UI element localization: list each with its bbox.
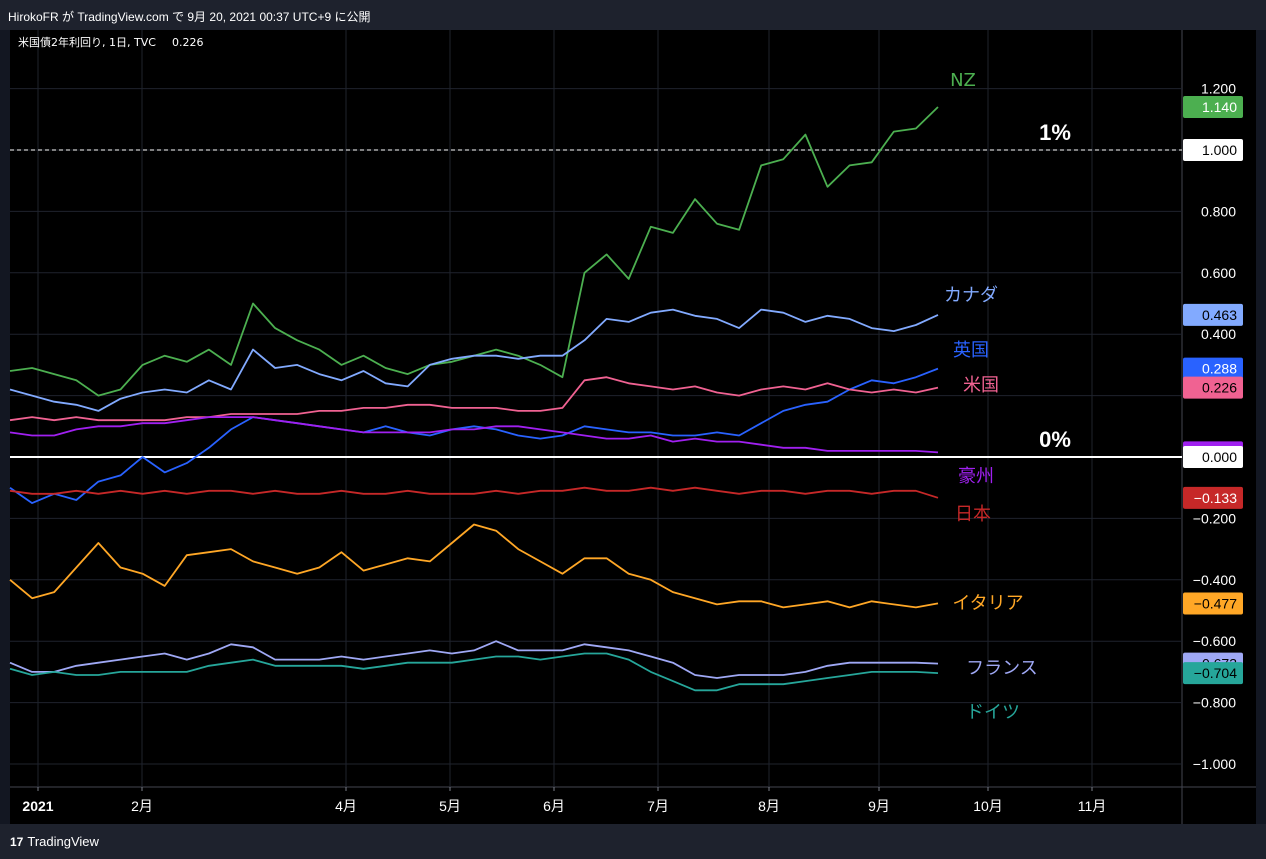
x-tick-label: 7月 bbox=[647, 798, 669, 814]
price-badge-label: 0.000 bbox=[1202, 449, 1237, 465]
series-label: 日本 bbox=[955, 504, 991, 525]
plot-area bbox=[10, 30, 1256, 824]
price-badge bbox=[1183, 486, 1243, 509]
chart-legend: 米国債2年利回り, 1日, TVC 0.226 bbox=[18, 35, 204, 49]
series-label: ドイツ bbox=[966, 702, 1020, 723]
footer-bar: 17 TradingView bbox=[0, 824, 1266, 859]
x-tick-label: 10月 bbox=[973, 798, 1003, 814]
x-tick-label: 2月 bbox=[131, 798, 153, 814]
price-badge-label: −0.133 bbox=[1194, 490, 1237, 506]
series-line bbox=[9, 376, 939, 422]
y-tick-label: −0.200 bbox=[1193, 510, 1236, 526]
series-label: イタリア bbox=[952, 593, 1023, 614]
price-badge bbox=[1183, 376, 1243, 399]
price-badge bbox=[1183, 357, 1243, 380]
y-tick-label: −0.800 bbox=[1193, 695, 1236, 711]
price-badges: 1.1400.4630.2880.2260.015−0.133−0.477−0.… bbox=[1183, 96, 1243, 685]
logo-text: TradingView bbox=[27, 834, 99, 849]
price-badge bbox=[1183, 96, 1243, 119]
reference-lines: 1% 0% bbox=[10, 120, 1182, 458]
series-line bbox=[9, 367, 939, 505]
series-line bbox=[9, 486, 939, 499]
price-badge bbox=[1183, 446, 1243, 468]
y-tick-label: −1.000 bbox=[1193, 756, 1236, 772]
y-tick-label: −0.400 bbox=[1193, 572, 1236, 588]
price-badge-label: 0.288 bbox=[1202, 361, 1237, 377]
series-line bbox=[9, 308, 939, 412]
y-tick-label: 0.400 bbox=[1201, 326, 1236, 342]
series-label: 米国 bbox=[963, 375, 999, 396]
tv-logo-icon: 17 bbox=[10, 835, 24, 849]
reference-label: 1% bbox=[1039, 120, 1071, 145]
y-axis: 1.200 0.800 0.600 0.400 −0.200 −0.400 −0.600 −0… bbox=[1193, 81, 1236, 772]
price-badge-label: −0.477 bbox=[1194, 595, 1237, 611]
series-line bbox=[9, 523, 939, 609]
x-tick-label: 4月 bbox=[335, 798, 357, 814]
y-tick-label: −0.600 bbox=[1193, 633, 1236, 649]
series-label: NZ bbox=[950, 70, 976, 91]
price-badge bbox=[1183, 662, 1243, 685]
series-label: フランス bbox=[966, 658, 1038, 679]
price-badge-label: −0.704 bbox=[1194, 665, 1237, 681]
y-tick-label: 0.600 bbox=[1201, 265, 1236, 281]
x-axis: 2021 2月 4月 5月 6月 7月 8月 9月 10月 11月 bbox=[22, 787, 1106, 814]
y-tick-label: 0.800 bbox=[1201, 203, 1236, 219]
series-lines bbox=[9, 106, 939, 692]
legend-symbol: 米国債2年利回り, 1日, TVC bbox=[18, 35, 156, 49]
publish-header: HirokoFR が TradingView.com で 9月 20, 2021… bbox=[0, 0, 1266, 30]
price-badge-label: 1.000 bbox=[1202, 142, 1237, 158]
price-badge bbox=[1183, 139, 1243, 161]
tradingview-logo[interactable]: 17 TradingView bbox=[10, 834, 99, 849]
series-label: 豪州 bbox=[958, 466, 994, 487]
x-tick-label: 5月 bbox=[439, 798, 461, 814]
price-badge bbox=[1183, 303, 1243, 326]
legend-value: 0.226 bbox=[172, 36, 204, 49]
series-label: 英国 bbox=[953, 340, 989, 361]
price-badge-label: 0.226 bbox=[1202, 380, 1237, 396]
price-badge bbox=[1183, 592, 1243, 615]
publish-info: HirokoFR が TradingView.com で 9月 20, 2021… bbox=[8, 10, 371, 24]
series-line bbox=[9, 416, 939, 454]
x-tick-label: 11月 bbox=[1078, 798, 1107, 814]
y-tick-label: 1.200 bbox=[1201, 81, 1236, 97]
x-tick-label: 2021 bbox=[22, 798, 53, 814]
price-badge-label: 0.463 bbox=[1202, 307, 1237, 323]
x-tick-label: 6月 bbox=[543, 798, 565, 814]
series-line bbox=[9, 640, 939, 679]
series-label: カナダ bbox=[944, 285, 998, 306]
x-tick-label: 9月 bbox=[868, 798, 890, 814]
series-line bbox=[9, 652, 939, 692]
reference-label: 0% bbox=[1039, 427, 1071, 452]
price-badge-label: 1.140 bbox=[1202, 99, 1237, 115]
x-tick-label: 8月 bbox=[758, 798, 780, 814]
